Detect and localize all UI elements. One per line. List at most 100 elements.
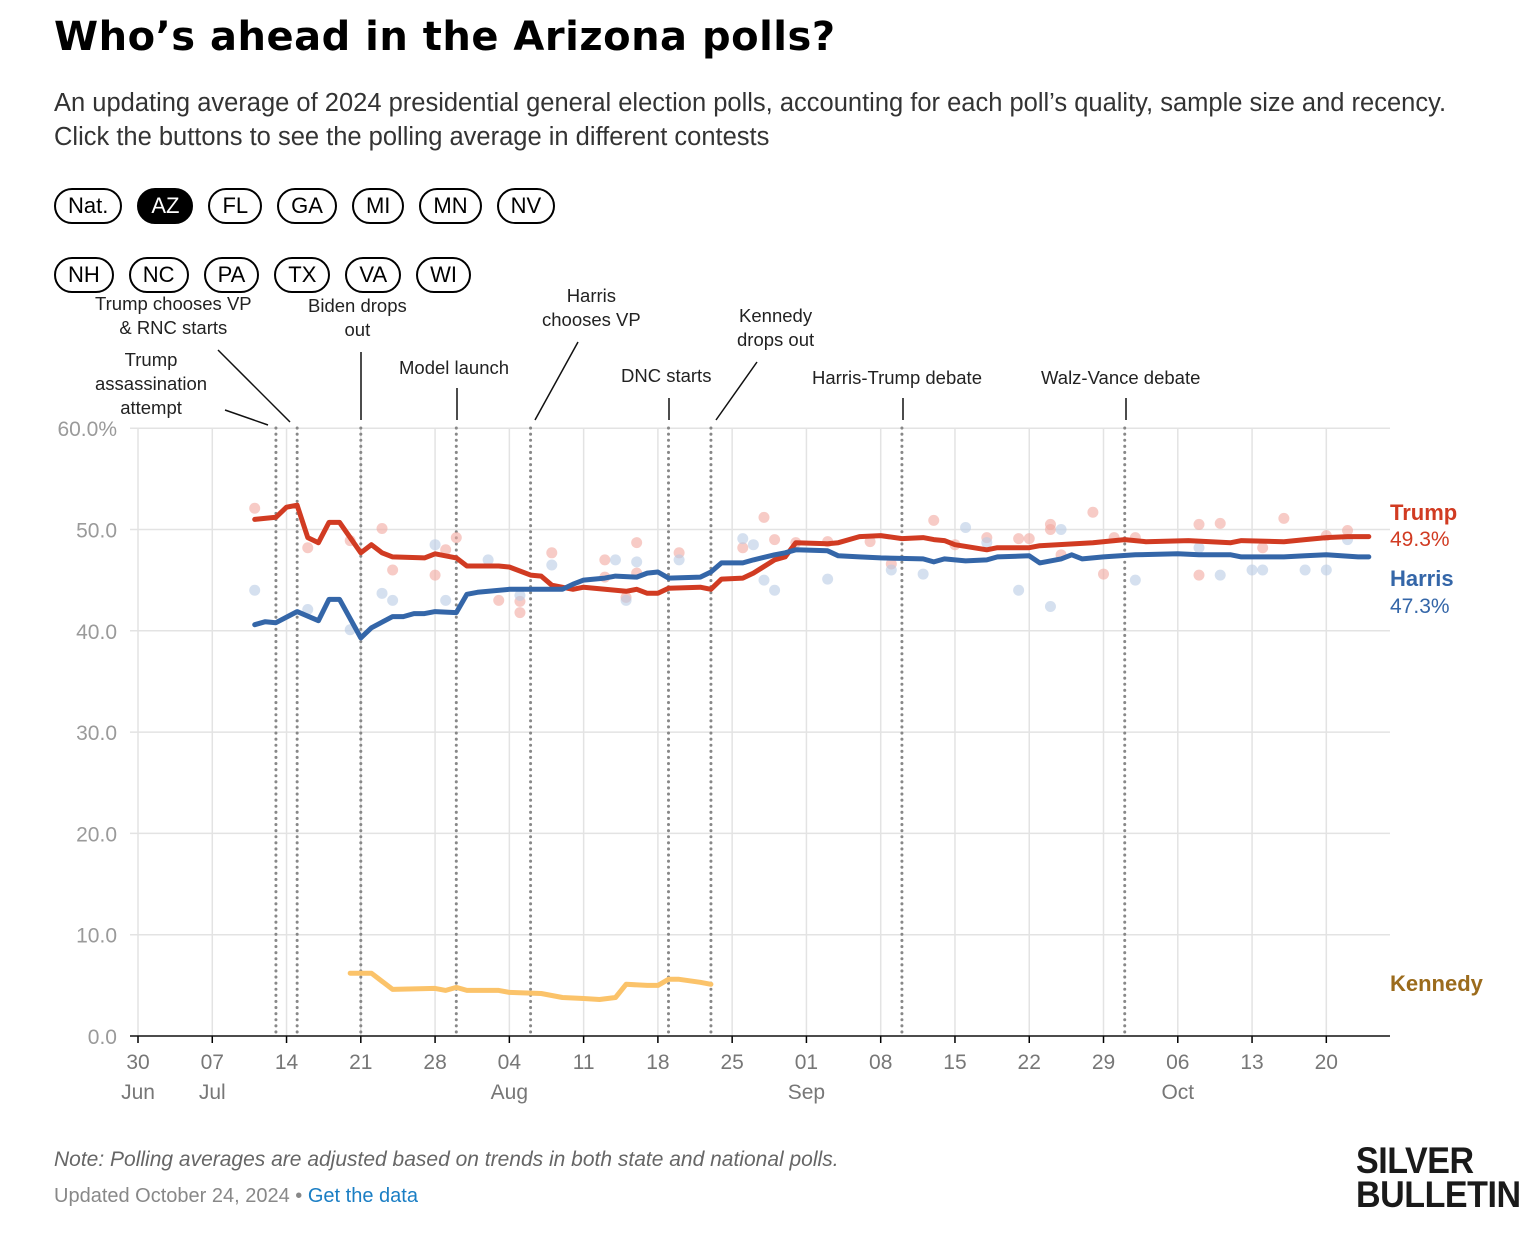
annotation-trump-vp-rnc: Trump chooses VP & RNC starts (95, 293, 252, 338)
x-tick-label: 04 (498, 1051, 522, 1074)
x-month-label: Sep (788, 1081, 825, 1104)
contest-button-va[interactable]: VA (345, 257, 402, 293)
harris-poll-dot (885, 564, 897, 576)
contest-button-ga[interactable]: GA (277, 188, 337, 224)
trump-poll-dot (1044, 524, 1056, 535)
harris-poll-dot (620, 594, 632, 606)
harris-poll-dot (249, 584, 261, 596)
contest-button-fl[interactable]: FL (208, 188, 263, 224)
get-the-data-link[interactable]: Get the data (307, 1185, 418, 1207)
x-tick-label: 28 (423, 1051, 446, 1074)
x-tick-label: 20 (1315, 1051, 1338, 1074)
trump-poll-dot (1013, 533, 1025, 545)
trump-poll-dot (769, 534, 781, 546)
trump-poll-dot (546, 547, 558, 559)
x-tick-label: 15 (943, 1051, 966, 1074)
x-tick-label: 08 (869, 1051, 892, 1074)
contest-buttons-row-2: NH NC PA TX VA WI (54, 257, 472, 293)
harris-poll-dot (1044, 600, 1056, 612)
x-tick-label: 01 (795, 1051, 818, 1074)
contest-button-nh[interactable]: NH (54, 257, 114, 293)
annotation-leader-line (715, 361, 758, 421)
harris-poll-dot (1246, 564, 1258, 576)
x-tick-label: 30 (126, 1051, 149, 1074)
kennedy-average-line (347, 970, 714, 1002)
x-tick-label: 07 (201, 1051, 224, 1074)
harris-poll-dot (387, 594, 399, 606)
y-tick-label: 10.0 (76, 925, 117, 948)
trump-average-line (252, 502, 1372, 596)
harris-poll-dot (631, 556, 643, 568)
x-tick-label: 22 (1018, 1051, 1041, 1074)
annotation-walz-vance-debate: Walz-Vance debate (1041, 367, 1201, 388)
trump-poll-dot (1087, 506, 1099, 518)
trump-poll-dot (631, 537, 643, 549)
trump-poll-dot (1023, 533, 1035, 545)
x-tick-label: 11 (573, 1051, 595, 1074)
trump-poll-dot (1098, 568, 1110, 580)
contest-button-nat[interactable]: Nat. (54, 188, 123, 224)
trump-poll-dot (1278, 512, 1290, 524)
logo-line-1: SILVER (1356, 1140, 1474, 1181)
separator: • (295, 1185, 303, 1207)
harris-poll-dot (546, 559, 558, 571)
harris-poll-dot (758, 574, 770, 586)
footer-note: Note: Polling averages are adjusted base… (54, 1148, 839, 1171)
harris-poll-dot (429, 539, 441, 551)
trump-label: Trump (1390, 500, 1457, 525)
harris-poll-dot (822, 573, 834, 585)
annotation-model-launch: Model launch (399, 357, 510, 378)
annotation-leader-line (217, 349, 291, 423)
harris-poll-dot (609, 554, 621, 566)
y-tick-label: 40.0 (76, 621, 117, 644)
x-tick-label: 29 (1092, 1051, 1115, 1074)
x-tick-label: 18 (646, 1051, 669, 1074)
harris-poll-dot (769, 584, 781, 596)
harris-poll-dot (673, 554, 685, 566)
harris-poll-dot (747, 539, 759, 551)
harris-poll-dot (1055, 524, 1067, 535)
contest-button-mi[interactable]: MI (351, 188, 405, 224)
contest-button-nv[interactable]: NV (496, 188, 556, 224)
harris-poll-dot (482, 554, 494, 566)
trump-poll-dot (928, 514, 940, 526)
annotation-harris-chooses-vp: Harris chooses VP (542, 285, 641, 330)
updated-date: Updated October 24, 2024 (54, 1185, 290, 1207)
annotation-leader-line (534, 341, 579, 421)
harris-poll-dot (1257, 564, 1269, 576)
harris-poll-dot (1129, 574, 1141, 586)
x-tick-label: 06 (1166, 1051, 1189, 1074)
contest-button-tx[interactable]: TX (274, 257, 331, 293)
trump-poll-dot (1193, 518, 1205, 530)
trump-poll-dot (1193, 569, 1205, 581)
y-tick-label: 60.0% (57, 418, 117, 441)
x-tick-label: 13 (1240, 1051, 1263, 1074)
harris-poll-dot (1299, 564, 1311, 576)
y-tick-label: 50.0 (76, 520, 117, 543)
silver-bulletin-logo: SILVER BULLETIN (1356, 1140, 1521, 1213)
contest-buttons-row-1: Nat. AZ FL GA MI MN NV (54, 188, 556, 224)
annotation-assassination-attempt: Trump assassination attempt (95, 349, 208, 418)
y-tick-label: 0.0 (88, 1026, 117, 1049)
harris-poll-dot (514, 589, 526, 601)
trump-poll-dot (450, 532, 462, 544)
contest-button-nc[interactable]: NC (128, 257, 189, 293)
contest-button-wi[interactable]: WI (416, 257, 472, 293)
trump-poll-dot (599, 554, 611, 566)
footer-updated: Updated October 24, 2024 • Get the data (54, 1185, 418, 1208)
trump-poll-dot (493, 594, 505, 606)
harris-average-line (252, 547, 1372, 641)
harris-poll-dot (440, 594, 452, 606)
contest-button-mn[interactable]: MN (419, 188, 482, 224)
x-month-label: Oct (1161, 1081, 1194, 1104)
annotation-leader-line (224, 409, 269, 426)
annotation-harris-trump-debate: Harris-Trump debate (812, 367, 982, 388)
harris-poll-dot (960, 521, 972, 533)
annotation-kennedy-drops-out: Kennedy drops out (737, 305, 815, 350)
harris-poll-dot (737, 533, 749, 545)
contest-button-az[interactable]: AZ (137, 188, 194, 224)
trump-poll-dot (514, 607, 526, 619)
page-title: Who’s ahead in the Arizona polls? (54, 14, 836, 60)
trump-value: 49.3% (1390, 528, 1450, 551)
contest-button-pa[interactable]: PA (203, 257, 260, 293)
